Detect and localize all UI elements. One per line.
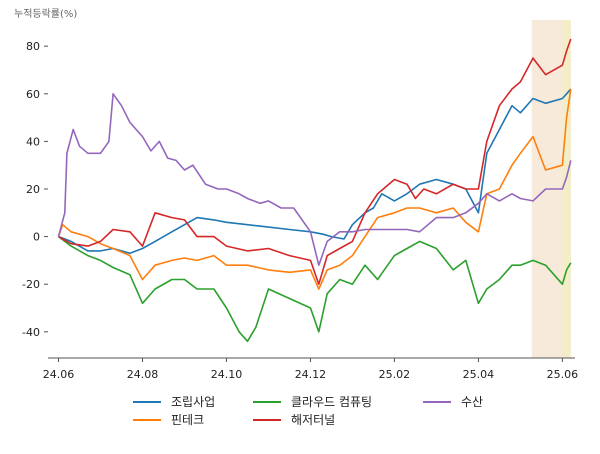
series-line: [58, 38, 572, 285]
y-tick-label: 20: [26, 183, 40, 196]
series-lines: [57, 38, 572, 343]
x-tick-label: 24.08: [127, 368, 159, 381]
y-tick-label: 0: [33, 231, 40, 244]
series-line: [57, 93, 572, 266]
x-tick-label: 24.06: [43, 368, 75, 381]
highlight-band: [562, 20, 571, 358]
legend-label: 조립사업: [171, 395, 215, 409]
y-tick-label: -40: [22, 326, 40, 339]
x-tick-label: 25.06: [547, 368, 579, 381]
axes: 24.06 24.08 24.10 24.12 25.02 25.04 25.06 -40 -2…: [22, 40, 578, 381]
legend-label: 핀테크: [171, 413, 204, 427]
y-tick-label: 60: [26, 88, 40, 101]
y-tick-label: -20: [22, 278, 40, 291]
series-line: [57, 88, 572, 290]
series-line: [58, 235, 572, 343]
x-tick-label: 25.04: [463, 368, 495, 381]
legend-label: 수산: [461, 395, 483, 409]
series-line: [58, 88, 572, 255]
x-tick-label: 25.02: [379, 368, 411, 381]
y-tick-label: 80: [26, 40, 40, 53]
legend-label: 클라우드 컴퓨팅: [291, 395, 372, 409]
x-tick-label: 24.10: [211, 368, 243, 381]
x-tick-label: 24.12: [295, 368, 327, 381]
y-axis-label: 누적등락률(%): [14, 8, 77, 20]
y-tick-label: 40: [26, 135, 40, 148]
legend-label: 해저터널: [291, 413, 335, 427]
